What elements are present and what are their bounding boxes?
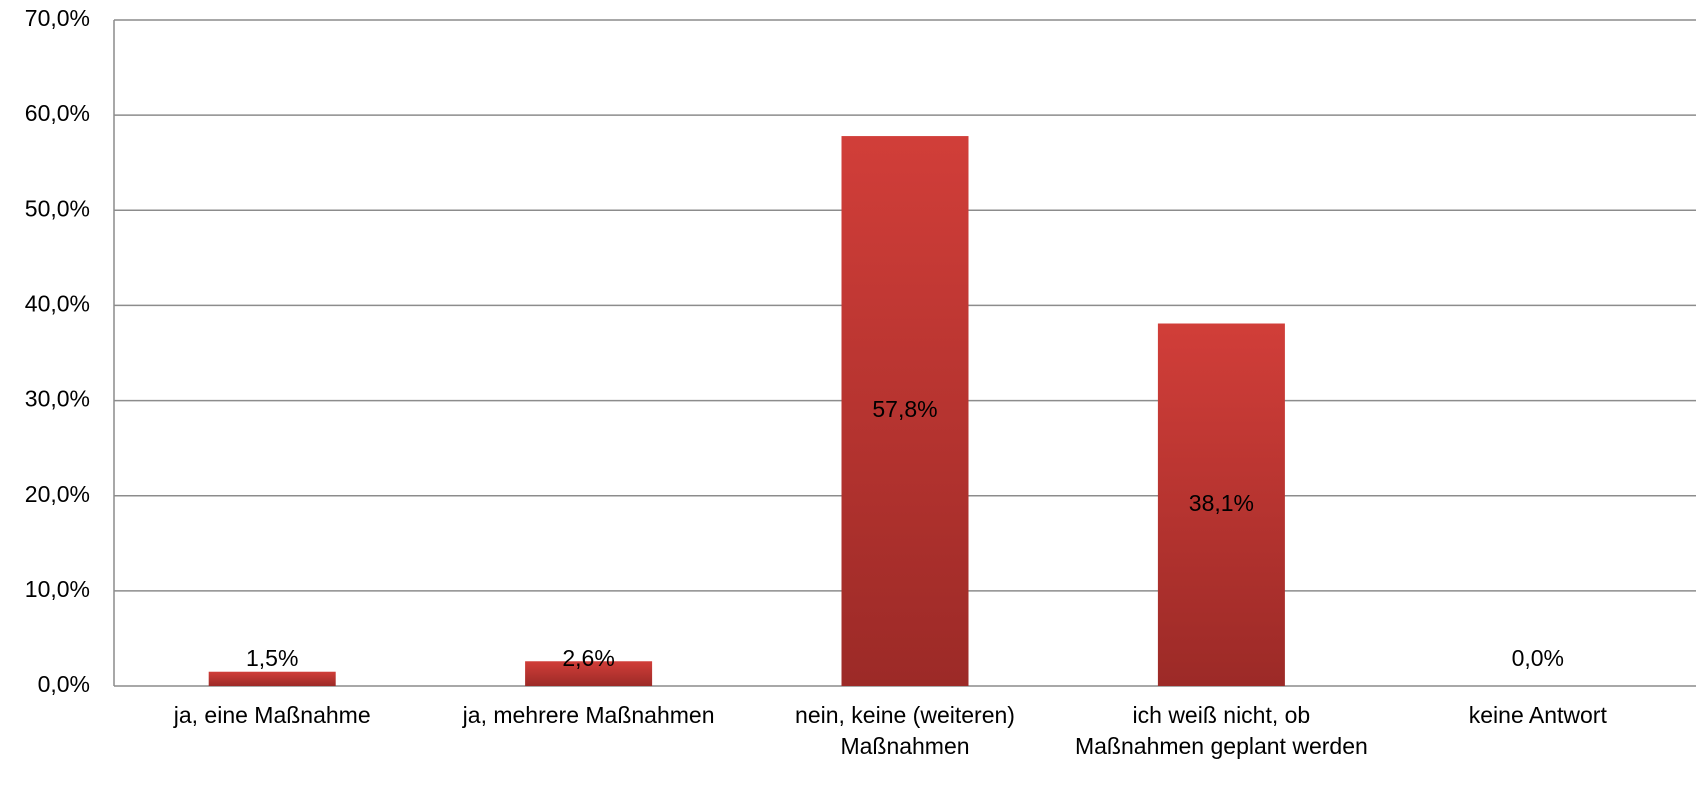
y-tick-label: 10,0%	[25, 576, 90, 602]
data-label: 1,5%	[246, 645, 298, 671]
x-tick-label: nein, keine (weiteren) Maßnahmen	[795, 702, 1015, 759]
y-tick-label: 0,0%	[38, 671, 90, 697]
x-tick-label: ich weiß nicht, ob Maßnahmen geplant wer…	[1074, 702, 1368, 759]
y-tick-label: 60,0%	[25, 100, 90, 126]
bar	[1157, 323, 1285, 686]
x-tick-label: keine Antwort	[1468, 702, 1607, 728]
x-tick-label: ja, mehrere Maßnahmen	[462, 702, 715, 728]
data-label: 0,0%	[1512, 645, 1564, 671]
y-tick-label: 30,0%	[25, 386, 90, 412]
y-tick-label: 50,0%	[25, 195, 90, 221]
y-tick-label: 70,0%	[25, 5, 90, 31]
bar	[841, 136, 969, 686]
y-tick-label: 20,0%	[25, 481, 90, 507]
data-label: 57,8%	[872, 396, 937, 422]
bar	[525, 661, 653, 686]
bar	[208, 671, 336, 686]
data-label: 38,1%	[1189, 490, 1254, 516]
data-label: 2,6%	[562, 645, 614, 671]
x-tick-label: ja, eine Maßnahme	[173, 702, 371, 728]
y-tick-label: 40,0%	[25, 291, 90, 317]
